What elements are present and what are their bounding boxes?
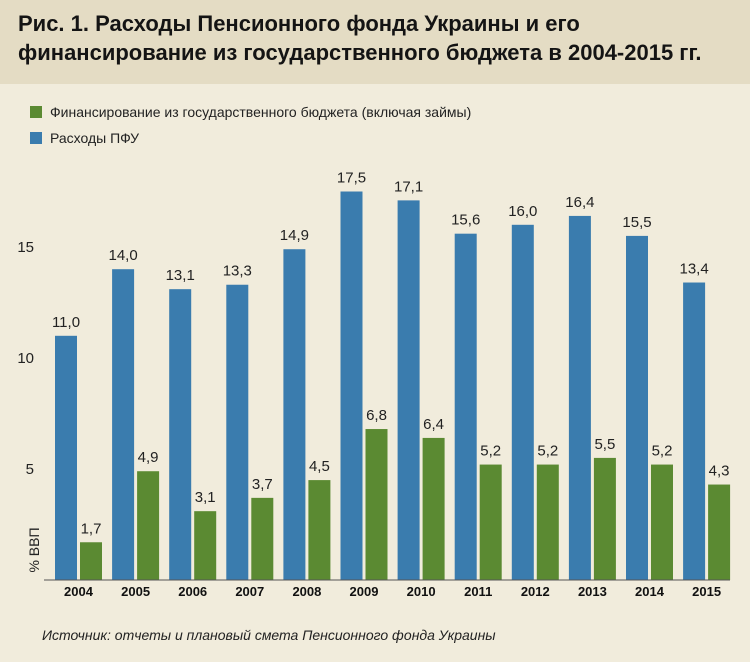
bar-budget-financing (251, 497, 274, 580)
data-label-pfu: 11,0 (52, 314, 80, 331)
data-label-pfu: 14,0 (108, 247, 137, 264)
data-label-pfu: 15,5 (622, 214, 651, 231)
bar-pfu-expenditure (283, 249, 306, 580)
data-label-pfu: 17,1 (394, 178, 423, 195)
legend-swatch (30, 106, 42, 118)
x-tick-label: 2006 (178, 584, 207, 599)
y-tick-label: 5 (26, 461, 34, 478)
bar-budget-financing (80, 542, 102, 580)
chart-area: % ВВП 5 10 15 11,0 1,7 2004 14,0 4,9 2005 13,1 3,1 2… (17, 104, 731, 599)
data-label-budget: 4,9 (138, 449, 159, 466)
bar-budget-financing (308, 480, 331, 580)
bar-budget-financing (593, 457, 616, 580)
x-tick-label: 2004 (64, 584, 94, 599)
bar-pfu-expenditure (568, 215, 591, 581)
data-label-pfu: 17,5 (337, 170, 366, 187)
x-tick-label: 2007 (235, 584, 264, 599)
bar-pfu-expenditure (511, 224, 534, 581)
bar-budget-financing (536, 464, 559, 580)
legend-label: Расходы ПФУ (50, 130, 139, 146)
legend-swatch (30, 132, 42, 144)
bar-budget-financing (365, 429, 388, 580)
y-axis-label: % ВВП (26, 527, 42, 572)
x-tick-label: 2011 (464, 584, 492, 599)
legend-label: Финансирование из государственного бюдже… (50, 104, 471, 120)
bar-pfu-expenditure (340, 191, 363, 580)
data-label-budget: 5,5 (594, 436, 615, 453)
data-label-budget: 6,8 (366, 407, 387, 424)
data-label-budget: 5,2 (537, 443, 558, 460)
data-label-pfu: 16,0 (508, 203, 537, 220)
data-label-budget: 3,7 (252, 476, 273, 493)
bar-budget-financing (137, 471, 160, 580)
bar-pfu-expenditure (112, 269, 135, 580)
bar-budget-financing (651, 464, 673, 580)
x-tick-label: 2008 (292, 584, 321, 599)
data-label-budget: 6,4 (423, 416, 444, 433)
bar-budget-financing (194, 511, 217, 580)
data-label-pfu: 13,3 (223, 263, 252, 280)
data-label-budget: 4,5 (309, 458, 330, 475)
data-label-budget: 5,2 (480, 443, 501, 460)
bar-budget-financing (708, 484, 731, 580)
x-tick-label: 2010 (407, 584, 436, 599)
x-tick-label: 2012 (521, 584, 550, 599)
source-note: Источник: отчеты и плановый смета Пенсио… (42, 627, 496, 643)
data-label-pfu: 13,4 (679, 261, 708, 278)
y-tick-label: 15 (17, 239, 34, 256)
bar-pfu-expenditure (454, 233, 477, 580)
chart-header: Рис. 1. Расходы Пенсионного фонда Украин… (0, 0, 750, 84)
x-tick-label: 2014 (635, 584, 665, 599)
bar-pfu-expenditure (626, 235, 648, 580)
data-label-budget: 1,7 (81, 520, 102, 537)
x-tick-label: 2005 (121, 584, 150, 599)
bar-pfu-expenditure (55, 335, 77, 580)
data-label-pfu: 13,1 (166, 267, 195, 284)
bar-budget-financing (422, 437, 445, 580)
data-label-pfu: 15,6 (451, 212, 480, 229)
data-label-budget: 5,2 (652, 443, 673, 460)
data-label-pfu: 14,9 (280, 227, 309, 244)
bar-pfu-expenditure (683, 282, 706, 580)
x-tick-label: 2015 (692, 584, 721, 599)
data-label-budget: 3,1 (195, 489, 216, 506)
data-label-pfu: 16,4 (565, 194, 594, 211)
bar-pfu-expenditure (226, 284, 249, 580)
x-tick-label: 2013 (578, 584, 607, 599)
bar-budget-financing (479, 464, 502, 580)
chart-title: Рис. 1. Расходы Пенсионного фонда Украин… (18, 11, 702, 65)
bar-pfu-expenditure (397, 200, 420, 580)
bar-pfu-expenditure (169, 289, 192, 580)
data-label-budget: 4,3 (709, 463, 730, 480)
y-tick-label: 10 (17, 350, 34, 367)
x-tick-label: 2009 (350, 584, 379, 599)
